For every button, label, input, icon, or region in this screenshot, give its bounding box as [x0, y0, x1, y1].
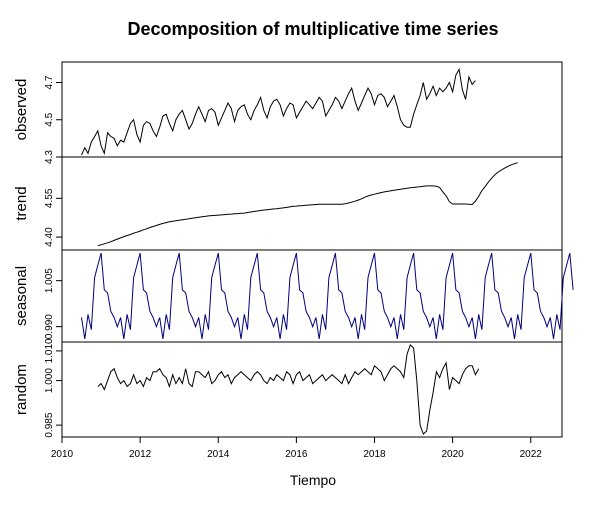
- panel-label-observed: observed: [13, 79, 30, 141]
- y-tick-label: 1.010: [44, 338, 55, 363]
- x-tick-label: 2018: [363, 449, 386, 460]
- x-tick-label: 2014: [207, 449, 230, 460]
- panel-observed: 4.3 4.5 4.7 observed: [13, 61, 563, 164]
- y-tick-label: 0.990: [44, 314, 55, 339]
- panels-group: 4.3 4.5 4.7 observed 4.40 4.55 trend 0.990 1.005…: [13, 61, 574, 438]
- x-axis: 2010 2012 2014 2016 2018 2020 2022: [51, 436, 543, 460]
- series-line-seasonal: [81, 252, 574, 339]
- panel-seasonal: 0.990 1.005 seasonal: [13, 249, 574, 343]
- x-tick-label: 2020: [442, 449, 465, 460]
- y-tick-label: 4.3: [44, 150, 55, 164]
- chart-title: Decomposition of multiplicative time ser…: [127, 19, 498, 39]
- x-tick-label: 2010: [51, 449, 74, 460]
- x-tick-label: 2016: [285, 449, 308, 460]
- y-tick-label: 4.55: [44, 188, 55, 208]
- y-tick-label: 0.985: [44, 412, 55, 437]
- panel-trend: 4.40 4.55 trend: [13, 156, 563, 251]
- y-tick-label: 4.7: [44, 75, 55, 89]
- x-axis-label: Tiempo: [290, 472, 336, 488]
- panel-frame: [61, 341, 563, 438]
- series-line-trend: [97, 162, 518, 247]
- panel-frame: [61, 61, 563, 158]
- x-tick-label: 2022: [520, 449, 543, 460]
- series-line-observed: [81, 68, 476, 156]
- y-tick-label: 4.40: [44, 227, 55, 247]
- panel-label-seasonal: seasonal: [13, 266, 30, 326]
- y-tick-label: 1.000: [44, 368, 55, 393]
- panel-random: 0.985 1.000 1.010 random: [13, 338, 563, 438]
- panel-frame: [61, 156, 563, 251]
- y-tick-label: 1.005: [44, 268, 55, 293]
- series-line-random: [97, 344, 480, 435]
- panel-label-trend: trend: [13, 186, 30, 220]
- y-tick-label: 4.5: [44, 112, 55, 126]
- x-tick-label: 2012: [129, 449, 152, 460]
- panel-label-random: random: [13, 364, 30, 415]
